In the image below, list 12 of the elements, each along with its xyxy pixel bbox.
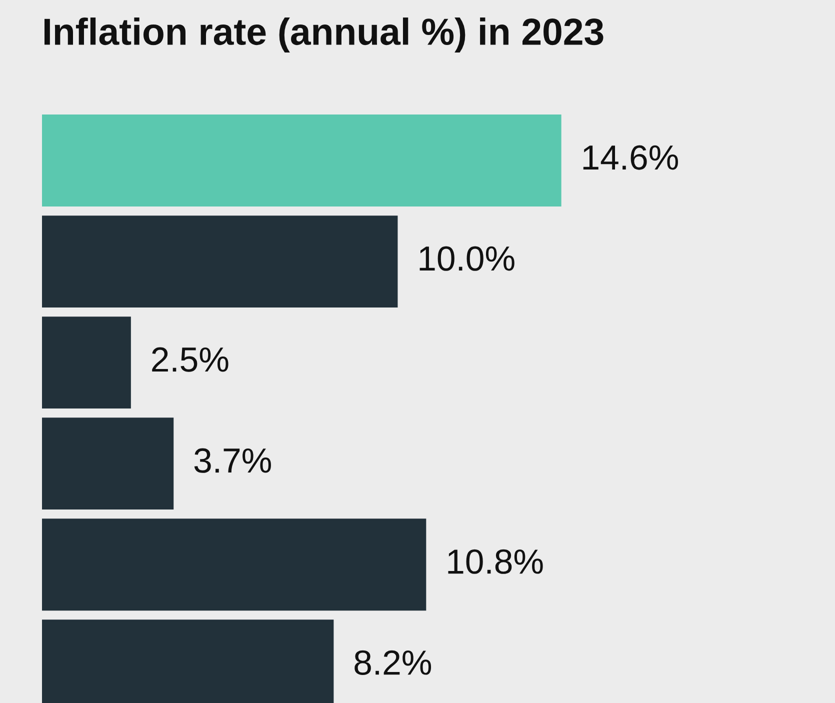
data-label: 3.7% — [194, 448, 271, 473]
data-label: 10.0% — [420, 246, 514, 271]
bar — [42, 216, 398, 308]
bar — [42, 316, 131, 409]
chart-title: Inflation rate (annual %) in 2023 — [44, 18, 604, 52]
data-label: 10.8% — [448, 549, 543, 574]
bar — [42, 114, 562, 206]
data-label: 14.6% — [583, 145, 678, 170]
data-label: 8.2% — [354, 650, 432, 675]
data-label: 2.5% — [152, 347, 228, 372]
bar — [42, 418, 174, 510]
bar — [42, 518, 426, 611]
